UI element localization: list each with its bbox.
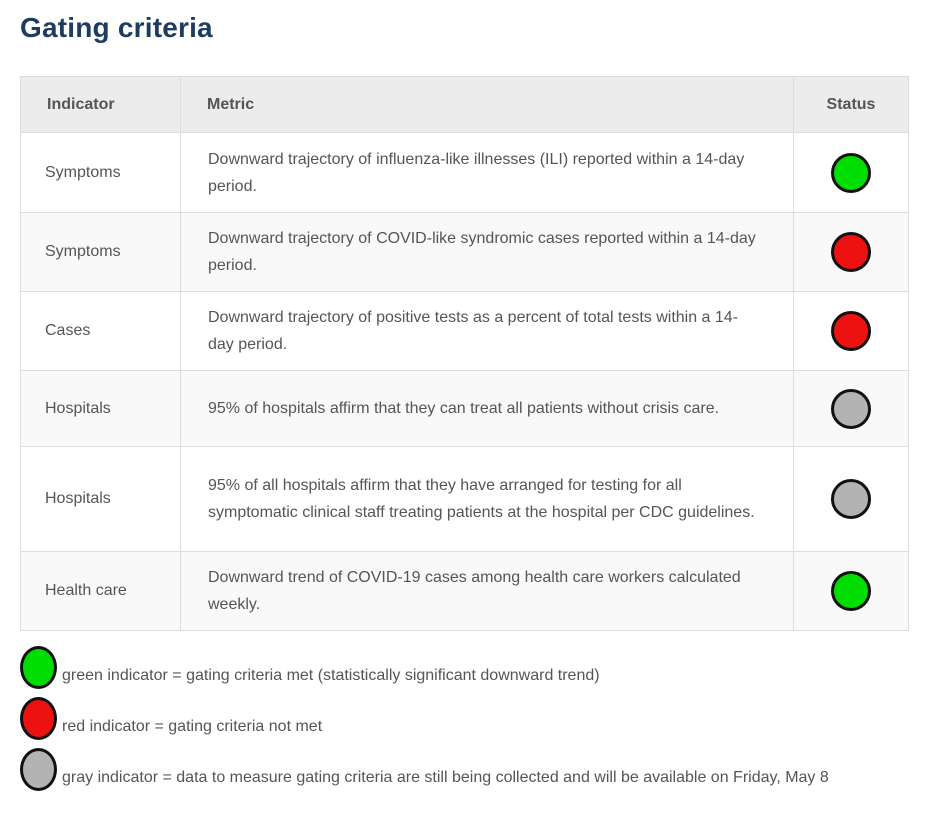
metric-cell: 95% of all hospitals affirm that they ha…: [180, 446, 794, 552]
metric-cell: Downward trajectory of positive tests as…: [180, 291, 794, 371]
status-indicator-icon: [831, 388, 871, 429]
column-header-indicator: Indicator: [20, 76, 181, 133]
gating-criteria-table: Indicator Metric Status Symptoms Downwar…: [20, 76, 909, 631]
status-cell: [793, 551, 909, 631]
indicator-cell: Health care: [20, 551, 181, 631]
status-indicator-icon: [831, 571, 871, 611]
table-row: Health care Downward trend of COVID-19 c…: [20, 551, 909, 631]
status-cell: [793, 212, 909, 292]
status-cell: [793, 446, 909, 552]
table-row: Symptoms Downward trajectory of COVID-li…: [20, 212, 909, 292]
column-header-status: Status: [793, 76, 909, 133]
indicator-cell: Hospitals: [20, 446, 181, 552]
legend-item-gray: gray indicator = data to measure gating …: [20, 748, 909, 791]
metric-cell: 95% of hospitals affirm that they can tr…: [180, 370, 794, 447]
metric-cell: Downward trajectory of influenza-like il…: [180, 132, 794, 213]
indicator-cell: Symptoms: [20, 132, 181, 213]
table-row: Cases Downward trajectory of positive te…: [20, 291, 909, 371]
red-indicator-icon: [20, 697, 57, 740]
indicator-cell: Symptoms: [20, 212, 181, 292]
column-header-metric: Metric: [180, 76, 794, 133]
page-title: Gating criteria: [20, 12, 213, 43]
metric-cell: Downward trend of COVID-19 cases among h…: [180, 551, 794, 631]
table-row: Hospitals 95% of all hospitals affirm th…: [20, 446, 909, 552]
table-header-row: Indicator Metric Status: [20, 76, 909, 133]
legend-item-red: red indicator = gating criteria not met: [20, 697, 909, 740]
gray-indicator-icon: [20, 748, 57, 791]
green-indicator-icon: [20, 646, 57, 689]
status-indicator-icon: [831, 232, 871, 272]
indicator-cell: Hospitals: [20, 370, 181, 447]
status-legend: green indicator = gating criteria met (s…: [20, 646, 909, 791]
indicator-cell: Cases: [20, 291, 181, 371]
status-indicator-icon: [831, 479, 871, 519]
status-cell: [793, 370, 909, 447]
metric-cell: Downward trajectory of COVID-like syndro…: [180, 212, 794, 292]
legend-text-red: red indicator = gating criteria not met: [62, 718, 323, 735]
legend-item-green: green indicator = gating criteria met (s…: [20, 646, 909, 689]
status-cell: [793, 291, 909, 371]
table-row: Symptoms Downward trajectory of influenz…: [20, 132, 909, 213]
table-row: Hospitals 95% of hospitals affirm that t…: [20, 370, 909, 447]
status-cell: [793, 132, 909, 213]
status-indicator-icon: [831, 311, 871, 351]
legend-text-green: green indicator = gating criteria met (s…: [62, 667, 600, 684]
legend-text-gray: gray indicator = data to measure gating …: [62, 769, 829, 786]
status-indicator-icon: [831, 152, 871, 193]
